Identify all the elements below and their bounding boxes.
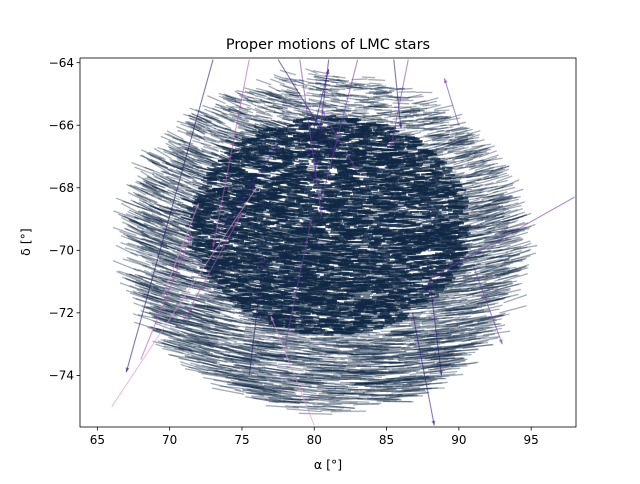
proper-motion-arrow <box>434 110 449 111</box>
proper-motion-arrow <box>390 395 418 396</box>
proper-motion-arrow <box>296 106 314 107</box>
proper-motion-arrow <box>325 353 353 354</box>
proper-motion-arrow <box>352 113 369 114</box>
proper-motion-arrow <box>310 395 344 396</box>
proper-motion-arrow <box>374 399 402 400</box>
proper-motion-arrow <box>362 77 375 78</box>
proper-motion-arrow <box>381 340 409 341</box>
proper-motion-arrow <box>352 79 368 80</box>
chart-title: Proper motions of LMC stars <box>226 37 430 53</box>
proper-motion-arrow <box>330 89 345 90</box>
proper-motion-arrow <box>377 401 412 402</box>
proper-motion-arrow <box>360 389 390 390</box>
proper-motion-arrow <box>275 395 304 396</box>
proper-motion-arrow <box>392 134 409 135</box>
proper-motion-arrow <box>378 87 395 88</box>
proper-motion-arrow <box>332 114 348 115</box>
proper-motion-arrow <box>368 80 385 81</box>
proper-motion-arrow <box>331 411 366 412</box>
proper-motion-arrow <box>418 376 449 377</box>
proper-motion-arrow <box>374 344 404 345</box>
proper-motion-arrow <box>317 403 351 404</box>
proper-motion-arrow <box>329 402 358 403</box>
proper-motion-arrow <box>397 89 412 90</box>
proper-motion-arrow <box>355 379 385 380</box>
proper-motion-arrow <box>322 391 351 392</box>
proper-motion-arrow <box>393 103 409 104</box>
proper-motion-arrow <box>347 364 379 365</box>
proper-motion-arrow <box>336 109 352 110</box>
proper-motion-arrow <box>401 121 417 122</box>
